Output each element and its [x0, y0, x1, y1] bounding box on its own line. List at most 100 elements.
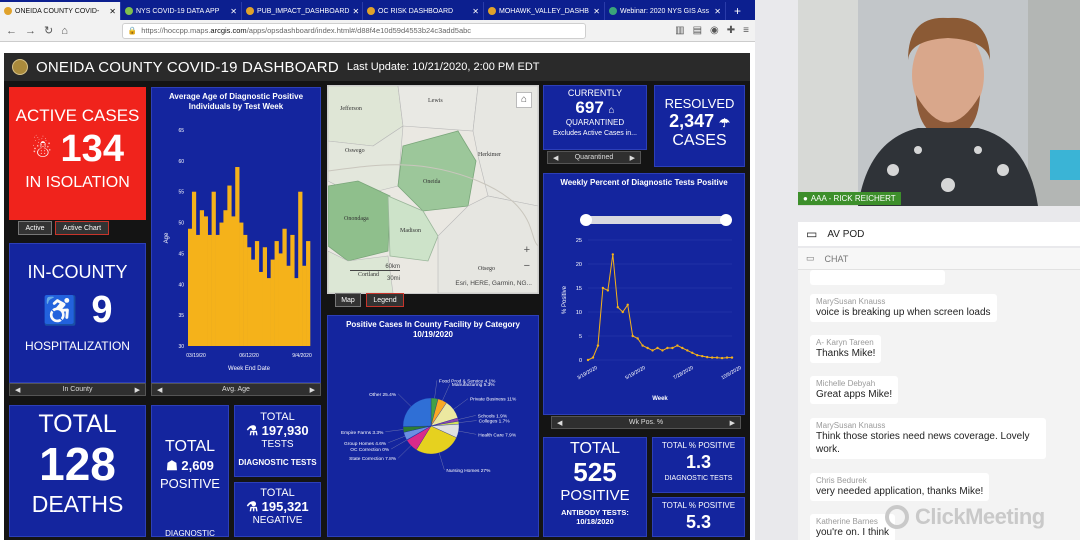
- leader-line: [434, 380, 438, 399]
- negative-value: ⚗ 195,321: [246, 499, 309, 514]
- tab-oc-risk[interactable]: OC RISK DASHBOARD ✕: [363, 2, 484, 20]
- deaths-value: 128: [39, 438, 116, 490]
- slice-label: Colleges 1.7%: [479, 419, 511, 425]
- tab-favicon-icon: [246, 7, 254, 15]
- chevron-left-icon[interactable]: ◀: [15, 386, 21, 394]
- tab-pub[interactable]: PUB_IMPACT_DASHBOARD ✕: [242, 2, 363, 20]
- quarantined-label: QUARANTINED: [565, 118, 625, 127]
- test-tube-icon: ⚗: [246, 423, 259, 438]
- diagnostic-label: DIAGNOSTIC: [165, 529, 215, 538]
- bar: [282, 228, 287, 346]
- reload-icon[interactable]: ↻: [44, 25, 54, 37]
- y-axis-label: % Positive: [562, 285, 568, 314]
- chevron-right-icon[interactable]: ▶: [134, 386, 140, 394]
- county-map[interactable]: [328, 86, 538, 293]
- bar: [203, 216, 208, 346]
- in-county-selector[interactable]: ◀ In County ▶: [9, 383, 146, 396]
- chat-header[interactable]: ▭ CHAT: [798, 248, 1080, 270]
- map-tab[interactable]: Map: [335, 293, 361, 307]
- data-point: [691, 351, 694, 354]
- tab-webinar[interactable]: Webinar: 2020 NYS GIS Ass ✕: [605, 2, 726, 20]
- zoom-out-button[interactable]: −: [523, 260, 530, 272]
- legend-tab[interactable]: Legend: [366, 293, 404, 307]
- antibody-date: 10/18/2020: [576, 516, 614, 526]
- account-icon[interactable]: ◉: [710, 25, 719, 36]
- chevron-right-icon[interactable]: ▶: [309, 386, 315, 394]
- sidebar-icon[interactable]: ▤: [692, 25, 703, 36]
- data-point: [636, 337, 639, 340]
- chat-log[interactable]: MarySusan Knauss voice is breaking up whe…: [798, 270, 1080, 540]
- presenter-video: [798, 0, 1080, 206]
- close-icon[interactable]: ✕: [472, 6, 479, 16]
- x-tick-label: 9/4/2020: [292, 353, 312, 359]
- lock-icon: 🔒: [127, 26, 138, 35]
- map-scale: 60km: [350, 264, 400, 271]
- leader-line: [388, 436, 405, 443]
- data-point: [621, 310, 624, 314]
- county-seal-icon: [12, 59, 28, 75]
- chevron-right-icon[interactable]: ▶: [629, 154, 635, 162]
- chevron-left-icon[interactable]: ◀: [157, 386, 163, 394]
- library-icon[interactable]: ▥: [675, 25, 685, 36]
- close-icon[interactable]: ✕: [352, 6, 360, 16]
- address-bar[interactable]: 🔒 https://hoccpp.maps.arcgis.com/apps/op…: [121, 22, 586, 39]
- close-icon[interactable]: ✕: [230, 6, 237, 16]
- menu-icon[interactable]: ≡: [743, 25, 749, 36]
- active-tab[interactable]: Active: [18, 221, 52, 235]
- bar: [247, 247, 252, 346]
- data-point: [676, 344, 679, 347]
- pie-slice: [402, 397, 432, 427]
- total-positive-value: ☗ 2,609: [166, 458, 214, 473]
- x-tick-label: 3/19/2020: [576, 365, 598, 381]
- close-icon[interactable]: ✕: [109, 6, 116, 16]
- quarantined-selector[interactable]: ◀ Quarantined ▶: [547, 151, 641, 164]
- chat-message: Katherine Barnes you're on. I think: [810, 514, 896, 540]
- bar: [294, 278, 299, 346]
- new-tab-button[interactable]: +: [734, 4, 742, 18]
- forward-icon[interactable]: →: [25, 24, 36, 37]
- close-icon[interactable]: ✕: [714, 6, 721, 16]
- deaths-panel: TOTAL 128 DEATHS: [9, 405, 146, 537]
- tab-mohawk[interactable]: MOHAWK_VALLEY_DASHB ✕: [484, 2, 605, 20]
- tab-favicon-icon: [488, 7, 496, 15]
- data-point: [681, 346, 684, 350]
- y-tick-label: 5: [579, 334, 582, 340]
- home-icon[interactable]: ⌂: [61, 24, 68, 37]
- chat-partial-message: [810, 270, 945, 285]
- extension-icon[interactable]: ✚: [726, 25, 736, 36]
- back-icon[interactable]: ←: [6, 24, 17, 37]
- chevron-left-icon[interactable]: ◀: [557, 419, 563, 427]
- slider-handle-left[interactable]: [580, 214, 592, 226]
- bar: [250, 259, 256, 346]
- pie-slice: [416, 425, 457, 455]
- active-chart-tab[interactable]: Active Chart: [55, 221, 109, 235]
- in-county-panel: IN-COUNTY ♿ 9 HOSPITALIZATION: [9, 243, 146, 383]
- data-point: [730, 356, 734, 359]
- y-tick-label: 35: [178, 313, 184, 319]
- leader-line: [438, 452, 445, 471]
- tab-favicon-icon: [367, 7, 375, 15]
- zoom-in-button[interactable]: +: [523, 244, 530, 256]
- chevron-right-icon[interactable]: ▶: [729, 419, 735, 427]
- av-pod-header[interactable]: ▭ AV POD: [798, 222, 1080, 246]
- tab-oneida[interactable]: ONEIDA COUNTY COVID- ✕: [0, 2, 121, 20]
- currently-label: CURRENTLY: [567, 88, 623, 98]
- house-icon: ⌂: [608, 105, 615, 116]
- x-axis-label: Week: [652, 396, 668, 402]
- quarantined-note: Excludes Active Cases in...: [552, 130, 638, 137]
- map-home-button[interactable]: ⌂: [516, 92, 532, 108]
- y-tick-label: 65: [178, 128, 184, 134]
- y-tick-label: 0: [579, 358, 582, 364]
- bar: [207, 234, 212, 346]
- presenter-figure: [798, 0, 1080, 206]
- tab-nys[interactable]: NYS COVID-19 DATA APP ✕: [121, 2, 242, 20]
- range-slider[interactable]: [580, 214, 732, 226]
- chevron-left-icon[interactable]: ◀: [553, 154, 559, 162]
- chat-message: Michelle Debyah Great apps Mike!: [810, 376, 899, 404]
- slider-handle-right[interactable]: [720, 214, 732, 226]
- avg-age-selector[interactable]: ◀ Avg. Age ▶: [151, 383, 321, 396]
- close-icon[interactable]: ✕: [593, 6, 600, 16]
- hospitalization-label: HOSPITALIZATION: [25, 339, 130, 353]
- bar: [191, 191, 197, 346]
- weekly-selector[interactable]: ◀ Wk Pos. % ▶: [551, 416, 741, 429]
